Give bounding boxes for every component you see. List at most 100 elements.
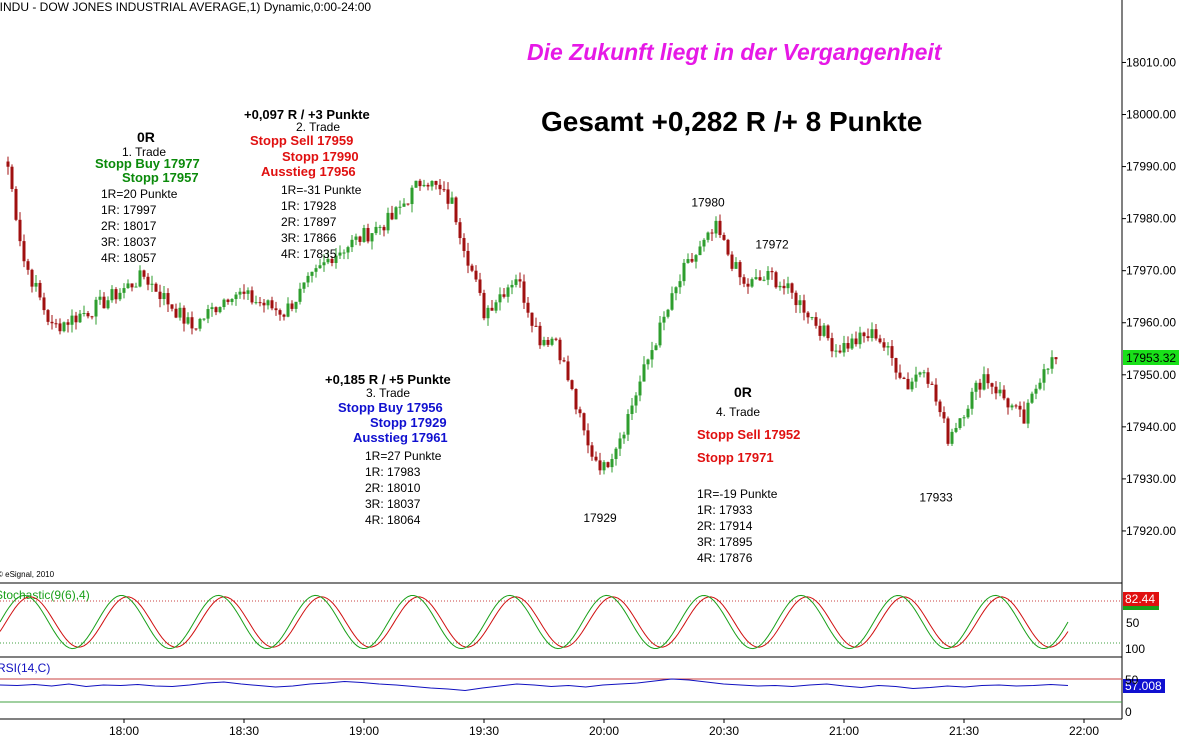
candle-body xyxy=(702,239,706,247)
candle-body xyxy=(766,271,770,280)
trade-1-name: 1. Trade xyxy=(122,145,166,159)
candle-body xyxy=(558,339,562,361)
candle-body xyxy=(62,322,66,332)
stochastic-tag-box xyxy=(1123,592,1159,606)
price-tag: 17953.32 xyxy=(1123,350,1179,365)
candle-body xyxy=(678,281,682,288)
candle-body xyxy=(806,312,810,318)
candle-body xyxy=(578,409,582,414)
candle-body xyxy=(506,287,510,297)
candle-body xyxy=(354,236,358,240)
price-axis-label: 18010.00 xyxy=(1126,55,1176,69)
candle-body xyxy=(842,343,846,353)
price-axis-label: 17980.00 xyxy=(1126,212,1176,226)
chart-title: $INDU - DOW JONES INDUSTRIAL AVERAGE,1) … xyxy=(0,0,371,14)
candle-body xyxy=(326,258,330,263)
price-marker-label: 17980 xyxy=(691,196,725,210)
candle-body xyxy=(174,308,178,318)
candle-body xyxy=(858,332,862,345)
time-axis: 18:00 18:30 19:00 19:30 20:00 20:30 21:00 21:30… xyxy=(109,719,1099,738)
candle-body xyxy=(266,300,270,306)
candle-body xyxy=(658,322,662,346)
candle-body xyxy=(142,270,146,277)
candle-body xyxy=(646,359,650,365)
candle-body xyxy=(346,247,350,253)
candle-body xyxy=(878,338,882,343)
price-axis-label: 17940.00 xyxy=(1126,420,1176,434)
candle-body xyxy=(426,184,430,187)
trade-3-entry: Stopp Buy 17956 xyxy=(338,400,443,415)
candle-body xyxy=(298,288,302,302)
candle-body xyxy=(122,288,126,293)
candle-body xyxy=(102,296,106,309)
candle-body xyxy=(694,255,698,262)
candle-body xyxy=(294,301,298,309)
candle-body xyxy=(726,239,730,255)
candle-body xyxy=(306,275,310,283)
candle-body xyxy=(610,459,614,468)
candle-body xyxy=(750,279,754,287)
candle-body xyxy=(286,303,290,317)
candle-body xyxy=(190,317,194,329)
candle-body xyxy=(282,314,286,317)
candle-body xyxy=(530,312,534,326)
trade-1-stop: Stopp 17957 xyxy=(122,170,199,185)
candle-body xyxy=(42,297,46,311)
candle-body xyxy=(1002,389,1006,399)
candle-body xyxy=(470,265,474,271)
candle-body xyxy=(818,325,822,336)
trade-1-entry: Stopp Buy 17977 xyxy=(95,156,200,171)
candle-body xyxy=(638,381,642,396)
trade-1-result: 0R xyxy=(137,129,155,145)
candle-body xyxy=(522,281,526,303)
candle-body xyxy=(1030,393,1034,403)
candle-body xyxy=(554,338,558,340)
candle-body xyxy=(666,309,670,317)
candle-body xyxy=(270,300,274,309)
candle-body xyxy=(70,315,74,325)
candle-body xyxy=(230,299,234,302)
candle-body xyxy=(54,323,58,325)
candle-body xyxy=(946,418,950,444)
candle-body xyxy=(670,293,674,310)
trade-3-stop: Stopp 17929 xyxy=(370,415,447,430)
candle-body xyxy=(966,408,970,418)
trade-3-box: +0,185 R / +5 Punkte 3. Trade Stopp Buy … xyxy=(325,372,451,527)
trade-3-risk: 1R=27 Punkte xyxy=(365,449,442,463)
candle-body xyxy=(654,345,658,351)
candle-body xyxy=(774,272,778,288)
candle-body xyxy=(722,234,726,240)
candle-body xyxy=(706,232,710,240)
candle-body xyxy=(542,339,546,346)
candle-body xyxy=(866,336,870,339)
candle-body xyxy=(330,258,334,263)
trade-2-entry: Stopp Sell 17959 xyxy=(250,133,353,148)
candle-body xyxy=(138,270,142,287)
trade-3-result: +0,185 R / +5 Punkte xyxy=(325,372,451,387)
candle-body xyxy=(66,322,70,325)
candle-body xyxy=(390,212,394,220)
candle-body xyxy=(914,374,918,382)
total-result: Gesamt +0,282 R /+ 8 Punkte xyxy=(541,106,922,137)
stochastic-k-line xyxy=(0,594,1069,650)
candle-body xyxy=(474,270,478,280)
candle-body xyxy=(518,279,522,282)
candle-body xyxy=(742,277,746,284)
trade-1-target-2: 2R: 18017 xyxy=(101,219,157,233)
candle-body xyxy=(570,380,574,390)
candle-body xyxy=(114,289,118,300)
candle-body xyxy=(802,300,806,313)
candle-body xyxy=(310,271,314,276)
candle-body xyxy=(486,307,490,319)
trade-3-target-4: 4R: 18064 xyxy=(365,513,421,527)
candle-body xyxy=(246,290,250,294)
candle-body xyxy=(22,241,26,262)
candle-body xyxy=(614,448,618,460)
candle-body xyxy=(382,226,386,231)
candle-body xyxy=(590,445,594,457)
candle-body xyxy=(586,430,590,446)
candle-body xyxy=(974,382,978,392)
candle-body xyxy=(894,358,898,373)
candle-body xyxy=(106,300,110,309)
